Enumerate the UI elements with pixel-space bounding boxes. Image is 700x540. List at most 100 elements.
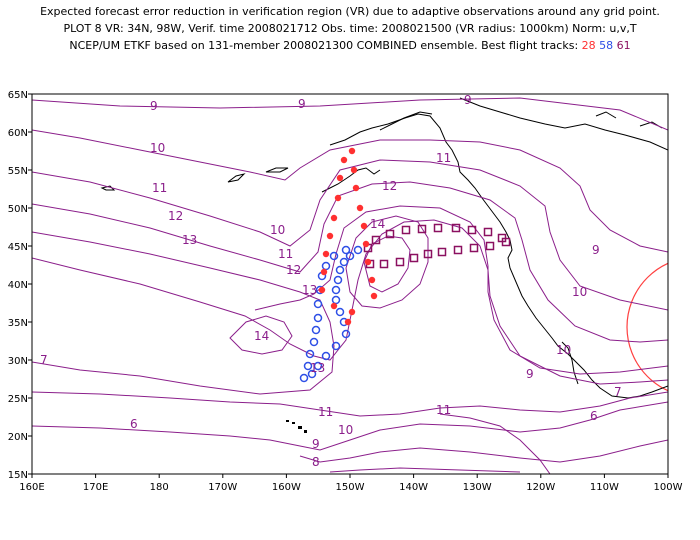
track-58-marker — [309, 337, 319, 347]
y-tick-label: 65N — [8, 90, 28, 101]
track-28-marker — [348, 308, 356, 316]
x-tick-label: 140W — [399, 482, 428, 493]
contour-label: 11 — [318, 405, 333, 419]
track-58-marker — [353, 245, 363, 255]
track-61-marker — [423, 249, 433, 259]
contour-label: 14 — [254, 329, 269, 343]
track-58-marker — [321, 261, 331, 271]
track-58-marker — [303, 361, 313, 371]
track-28-marker — [340, 156, 348, 164]
track-label-58: 58 — [599, 39, 614, 52]
flight-track-61 — [363, 223, 511, 269]
track-58-marker — [329, 251, 339, 261]
contour-label: 12 — [168, 209, 183, 223]
contour-label: 11 — [436, 403, 451, 417]
track-58-marker — [333, 275, 343, 285]
x-tick-label: 160W — [272, 482, 301, 493]
track-28-marker — [370, 292, 378, 300]
y-axis: 65N 60N 55N 50N 45N 40N 35N 30N 25N 20N … — [8, 90, 28, 481]
header-line-3-text: NCEP/UM ETKF based on 131-member 2008021… — [69, 39, 579, 52]
track-58-marker — [313, 313, 323, 323]
track-58-marker — [335, 265, 345, 275]
x-tick-label: 180 — [150, 482, 169, 493]
track-28-marker — [348, 147, 356, 155]
track-61-marker — [401, 225, 411, 235]
header-line-1: Expected forecast error reduction in ver… — [40, 5, 660, 18]
track-58-marker — [339, 257, 349, 267]
track-61-marker — [483, 227, 493, 237]
track-61-marker — [469, 243, 479, 253]
track-61-marker — [451, 223, 461, 233]
track-28-marker — [360, 222, 368, 230]
track-58-marker — [299, 373, 309, 383]
track-58-marker — [335, 307, 345, 317]
track-61-marker — [395, 257, 405, 267]
track-28-marker — [320, 268, 328, 276]
track-58-marker — [331, 295, 341, 305]
coastlines — [100, 97, 668, 399]
contour-label: 7 — [614, 385, 622, 399]
contour-label: 13 — [182, 233, 197, 247]
map-content — [32, 97, 668, 474]
contour-label: 11 — [152, 181, 167, 195]
track-58-marker — [311, 325, 321, 335]
track-58-marker — [313, 299, 323, 309]
track-28-marker — [368, 276, 376, 284]
header-line-2: PLOT 8 VR: 34N, 98W, Verif. time 2008021… — [63, 22, 637, 35]
track-28-marker — [352, 184, 360, 192]
contour-label: 12 — [382, 179, 397, 193]
track-28-marker — [336, 174, 344, 182]
track-58-marker — [331, 341, 341, 351]
contours — [32, 97, 668, 474]
contour-label: 10 — [338, 423, 353, 437]
figure-header: Expected forecast error reduction in ver… — [0, 3, 700, 54]
header-line-3: NCEP/UM ETKF based on 131-member 2008021… — [0, 37, 700, 54]
contour-label: 7 — [40, 353, 48, 367]
contour-label: 9 — [312, 437, 320, 451]
contour-label: 13 — [310, 361, 325, 375]
x-tick-label: 150W — [336, 482, 365, 493]
track-61-marker — [379, 259, 389, 269]
track-58-marker — [321, 351, 331, 361]
x-tick-label: 110W — [590, 482, 619, 493]
y-tick-label: 50N — [8, 204, 28, 215]
y-tick-label: 20N — [8, 432, 28, 443]
contour-label: 9 — [526, 367, 534, 381]
track-61-marker — [385, 229, 395, 239]
contour-label: 9 — [592, 243, 600, 257]
track-28-marker — [334, 194, 342, 202]
track-61-marker — [417, 224, 427, 234]
track-58-marker — [341, 245, 351, 255]
contour-label: 8 — [312, 455, 320, 469]
contour-label: 6 — [590, 409, 598, 423]
track-61-marker — [453, 245, 463, 255]
track-58-marker — [331, 285, 341, 295]
track-28-marker — [362, 240, 370, 248]
contour-label: 10 — [150, 141, 165, 155]
x-axis: 160E 170E 180 170W 160W 150W 140W 130W 1… — [19, 482, 682, 493]
track-58-marker — [313, 361, 323, 371]
contour-label: 12 — [286, 263, 301, 277]
track-61-marker — [501, 237, 511, 247]
track-61-marker — [409, 253, 419, 263]
track-61-marker — [371, 235, 381, 245]
track-58-marker — [341, 329, 351, 339]
y-tick-label: 25N — [8, 394, 28, 405]
x-tick-label: 100W — [654, 482, 683, 493]
track-28-marker — [318, 286, 326, 294]
contour-label: 9 — [464, 93, 472, 107]
x-tick-label: 160E — [19, 482, 44, 493]
x-tick-label: 130W — [463, 482, 492, 493]
contour-label: 10 — [556, 343, 571, 357]
track-61-marker — [485, 241, 495, 251]
contour-label: 14 — [370, 217, 385, 231]
hawaii-islands — [286, 420, 307, 433]
y-tick-label: 15N — [8, 470, 28, 481]
track-61-marker — [433, 223, 443, 233]
contour-labels: 9 9 9 10 11 11 12 12 10 13 11 12 13 14 1… — [40, 93, 622, 469]
contour-label: 6 — [130, 417, 138, 431]
track-58-marker — [307, 369, 317, 379]
track-28-marker — [350, 166, 358, 174]
track-28-marker — [356, 204, 364, 212]
